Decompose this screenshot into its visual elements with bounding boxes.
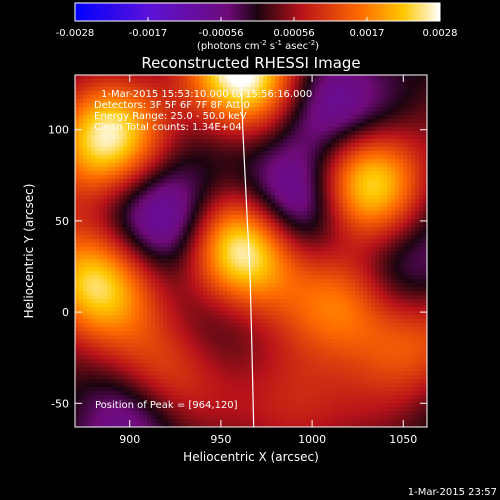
colorbar-tick-label: 0.0017 <box>350 28 385 39</box>
x-tick-label: 1050 <box>389 433 417 446</box>
colorbar-label: (photons cm-2 s-1 asec-2) <box>197 39 319 52</box>
colorbar-tick-label: 0.00056 <box>273 28 314 39</box>
colorbar: -0.0028 -0.0017 -0.00056 0.00056 0.0017 0.002… <box>56 2 458 52</box>
annotation-time-range: 1-Mar-2015 15:53:10.000 to 15:56:16.000 <box>101 89 312 100</box>
annotation-energy-range: Energy Range: 25.0 - 50.0 keV <box>94 111 247 122</box>
x-tick-label: 900 <box>119 433 140 446</box>
y-axis-ticks: -50 0 50 100 <box>48 124 427 410</box>
x-tick-label: 950 <box>210 433 231 446</box>
colorbar-tick-label: 0.0028 <box>423 28 458 39</box>
chart-title: Reconstructed RHESSI Image <box>141 54 360 72</box>
colorbar-ticks: -0.0028 -0.0017 -0.00056 0.00056 0.0017 0.002… <box>56 17 458 39</box>
y-tick-label: 100 <box>48 124 69 137</box>
annotation-detectors: Detectors: 3F 5F 6F 7F 8F Att 0 <box>94 100 250 111</box>
solar-limb-line <box>240 75 255 427</box>
plot-frame <box>74 74 428 428</box>
x-tick-label: 1000 <box>298 433 326 446</box>
plot-area <box>75 75 427 427</box>
footer-date: 1-Mar-2015 23:57 <box>408 487 497 498</box>
y-tick-label: 0 <box>62 306 69 319</box>
x-axis-ticks: 900 950 1000 1050 <box>119 75 417 446</box>
annotation-clean-counts: Clean Total counts: 1.34E+04 <box>94 122 242 133</box>
x-axis-label: Heliocentric X (arcsec) <box>183 450 319 464</box>
heatmap-image-holder <box>75 75 427 427</box>
y-tick-label: 50 <box>55 215 69 228</box>
y-tick-label: -50 <box>51 397 69 410</box>
colorbar-tick-label: -0.00056 <box>199 28 244 39</box>
annotation-peak-position: Position of Peak = [964,120] <box>95 400 238 411</box>
y-axis-label: Heliocentric Y (arcsec) <box>22 184 36 319</box>
colorbar-gradient <box>74 2 441 22</box>
colorbar-tick-label: -0.0017 <box>129 28 168 39</box>
colorbar-tick-label: -0.0028 <box>56 28 95 39</box>
image-annotations: 1-Mar-2015 15:53:10.000 to 15:56:16.000 … <box>94 89 312 411</box>
heatmap-canvas <box>75 75 427 427</box>
